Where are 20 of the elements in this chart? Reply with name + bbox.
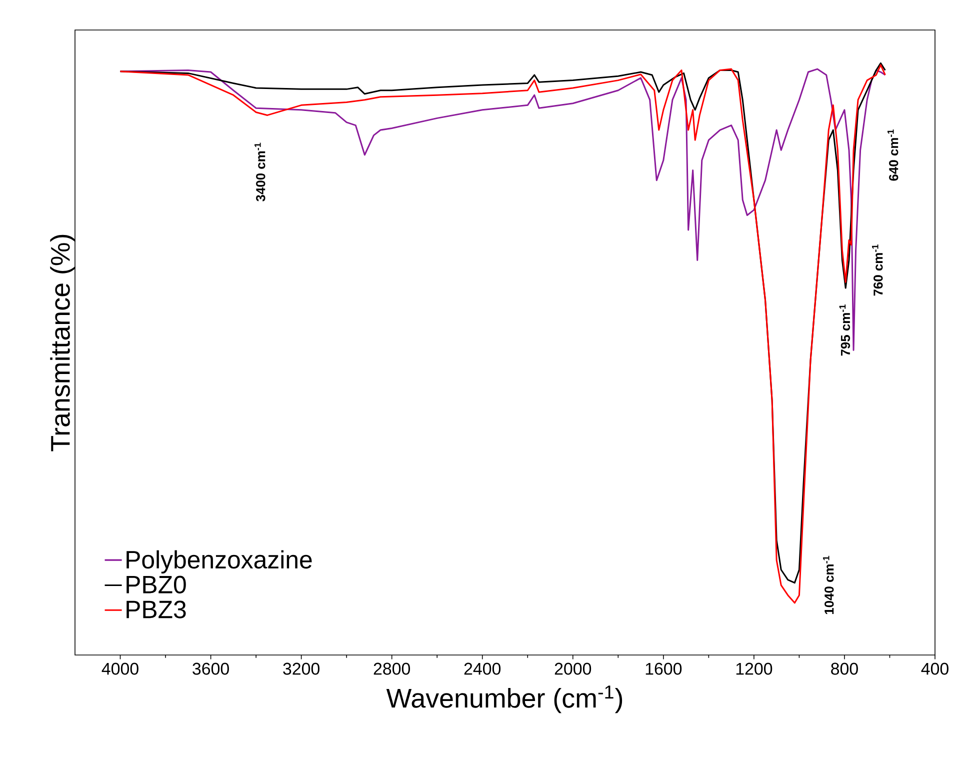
x-tick-label: 2400 <box>464 662 501 675</box>
x-tick-label: 1600 <box>646 662 682 675</box>
x-tick-label: 400 <box>921 662 948 675</box>
annotation: 1040 cm$^{-1}$ <box>823 556 834 614</box>
x-axis-title: Wavenumber (cm$^{-1}$) <box>386 686 622 714</box>
x-tick-label: 800 <box>831 662 858 675</box>
y-axis-title: Transmittance (%) <box>50 234 76 452</box>
x-tick-label: 4000 <box>102 662 138 675</box>
annotation: 640 cm$^{-1}$ <box>888 130 898 181</box>
legend-label: PBZ0 <box>126 576 186 594</box>
annotation: 795 cm$^{-1}$ <box>839 304 850 356</box>
annotation: 760 cm$^{-1}$ <box>872 244 883 296</box>
annotation: 3400 cm$^{-1}$ <box>254 142 266 202</box>
x-tick-label: 2800 <box>374 662 410 675</box>
legend-label: Polybenzoxazine <box>126 550 312 574</box>
x-tick-label: 1200 <box>736 662 772 675</box>
x-tick-label: 2000 <box>554 662 592 675</box>
x-tick-label: 3600 <box>192 662 229 675</box>
x-tick-label: 3200 <box>283 662 320 675</box>
legend-label: PBZ3 <box>126 600 186 618</box>
